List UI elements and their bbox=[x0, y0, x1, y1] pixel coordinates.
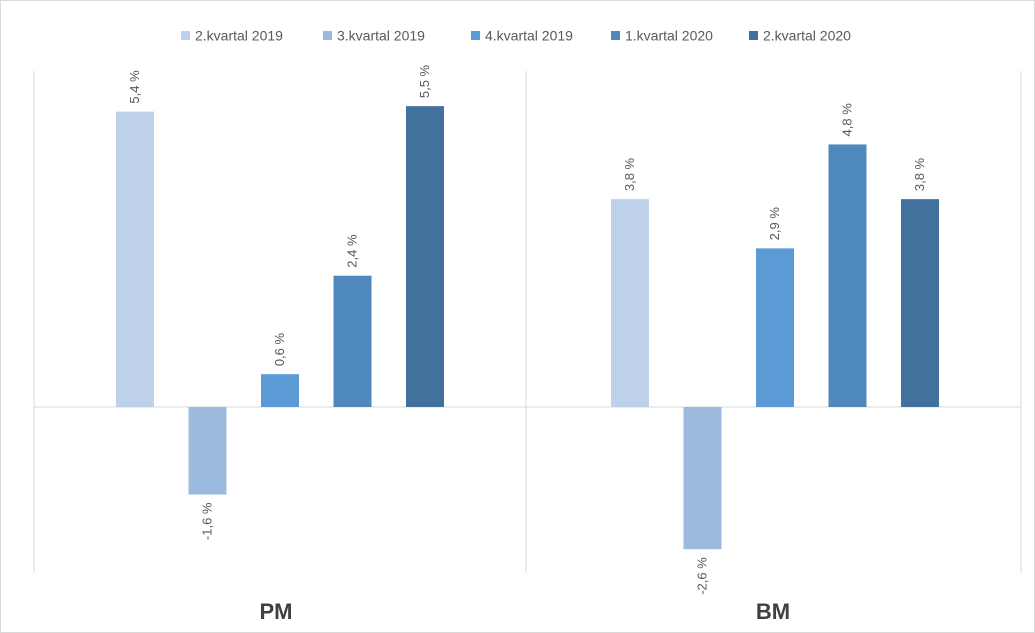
data-label-pm-2-kvartal-2019: 5,4 % bbox=[127, 70, 142, 104]
bar-pm-4-kvartal-2019 bbox=[261, 374, 299, 407]
data-label-bm-2-kvartal-2019: 3,8 % bbox=[622, 157, 637, 191]
legend-label: 2.kvartal 2020 bbox=[763, 28, 851, 44]
data-labels: 5,4 % -1,6 % 0,6 % 2,4 % 5,5 % 3,8 % -2,6 % 2,9… bbox=[127, 64, 927, 594]
bar-bm-1-kvartal-2020 bbox=[828, 144, 867, 407]
data-label-bm-3-kvartal-2019: -2,6 % bbox=[695, 557, 710, 595]
data-label-pm-1-kvartal-2020: 2,4 % bbox=[345, 234, 360, 268]
legend-item-2-kvartal-2020: 2.kvartal 2020 bbox=[749, 28, 851, 44]
legend-swatch bbox=[749, 31, 758, 40]
legend-label: 3.kvartal 2019 bbox=[337, 28, 425, 44]
legend-label: 4.kvartal 2019 bbox=[485, 28, 573, 44]
category-label-bm: BM bbox=[756, 599, 790, 624]
data-label-bm-1-kvartal-2020: 4,8 % bbox=[840, 103, 855, 137]
bar-pm-3-kvartal-2019 bbox=[188, 407, 227, 495]
bar-pm-2-kvartal-2019 bbox=[116, 111, 154, 408]
bar-bm-2-kvartal-2019 bbox=[611, 199, 649, 407]
legend-swatch bbox=[181, 31, 190, 40]
bar-pm-1-kvartal-2020 bbox=[333, 275, 372, 407]
legend: 2.kvartal 2019 3.kvartal 2019 4.kvartal 20… bbox=[181, 28, 851, 44]
axes bbox=[33, 71, 1022, 573]
category-labels: PM BM bbox=[260, 599, 791, 624]
legend-item-4-kvartal-2019: 4.kvartal 2019 bbox=[471, 28, 573, 44]
data-label-pm-2-kvartal-2020: 5,5 % bbox=[417, 64, 432, 98]
legend-item-1-kvartal-2020: 1.kvartal 2020 bbox=[611, 28, 713, 44]
legend-item-2-kvartal-2019: 2.kvartal 2019 bbox=[181, 28, 283, 44]
legend-swatch bbox=[323, 31, 332, 40]
bar-bm-2-kvartal-2020 bbox=[901, 199, 939, 407]
bar-bm-3-kvartal-2019 bbox=[683, 407, 722, 550]
data-label-bm-4-kvartal-2019: 2,9 % bbox=[767, 207, 782, 241]
legend-swatch bbox=[611, 31, 620, 40]
data-label-pm-4-kvartal-2019: 0,6 % bbox=[272, 332, 287, 366]
legend-label: 1.kvartal 2020 bbox=[625, 28, 713, 44]
bar-bm-4-kvartal-2019 bbox=[756, 248, 794, 407]
legend-item-3-kvartal-2019: 3.kvartal 2019 bbox=[323, 28, 425, 44]
data-label-pm-3-kvartal-2019: -1,6 % bbox=[200, 502, 215, 540]
category-label-pm: PM bbox=[260, 599, 293, 624]
bar-pm-2-kvartal-2020 bbox=[406, 106, 444, 408]
bars bbox=[116, 106, 939, 550]
legend-swatch bbox=[471, 31, 480, 40]
data-label-bm-2-kvartal-2020: 3,8 % bbox=[912, 157, 927, 191]
legend-label: 2.kvartal 2019 bbox=[195, 28, 283, 44]
